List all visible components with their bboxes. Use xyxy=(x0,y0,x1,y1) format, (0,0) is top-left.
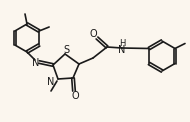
Text: N: N xyxy=(47,77,54,87)
Text: N: N xyxy=(118,45,126,55)
Text: H: H xyxy=(119,39,125,47)
Text: S: S xyxy=(63,45,69,55)
Text: N: N xyxy=(32,57,40,67)
Text: O: O xyxy=(89,29,97,39)
Text: O: O xyxy=(71,91,79,101)
